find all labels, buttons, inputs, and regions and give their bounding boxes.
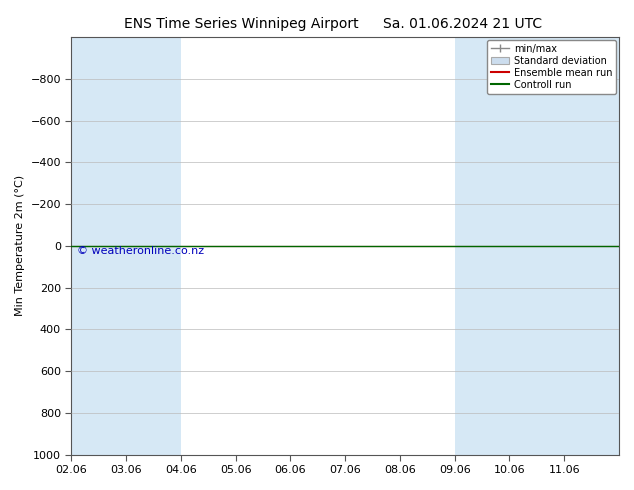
Legend: min/max, Standard deviation, Ensemble mean run, Controll run: min/max, Standard deviation, Ensemble me… (488, 40, 616, 94)
Y-axis label: Min Temperature 2m (°C): Min Temperature 2m (°C) (15, 175, 25, 317)
Text: Sa. 01.06.2024 21 UTC: Sa. 01.06.2024 21 UTC (384, 17, 542, 31)
Text: ENS Time Series Winnipeg Airport: ENS Time Series Winnipeg Airport (124, 17, 358, 31)
Bar (510, 37, 564, 455)
Bar (126, 37, 181, 455)
Bar (72, 37, 126, 455)
Bar (455, 37, 510, 455)
Bar (564, 37, 619, 455)
Text: © weatheronline.co.nz: © weatheronline.co.nz (77, 246, 204, 256)
